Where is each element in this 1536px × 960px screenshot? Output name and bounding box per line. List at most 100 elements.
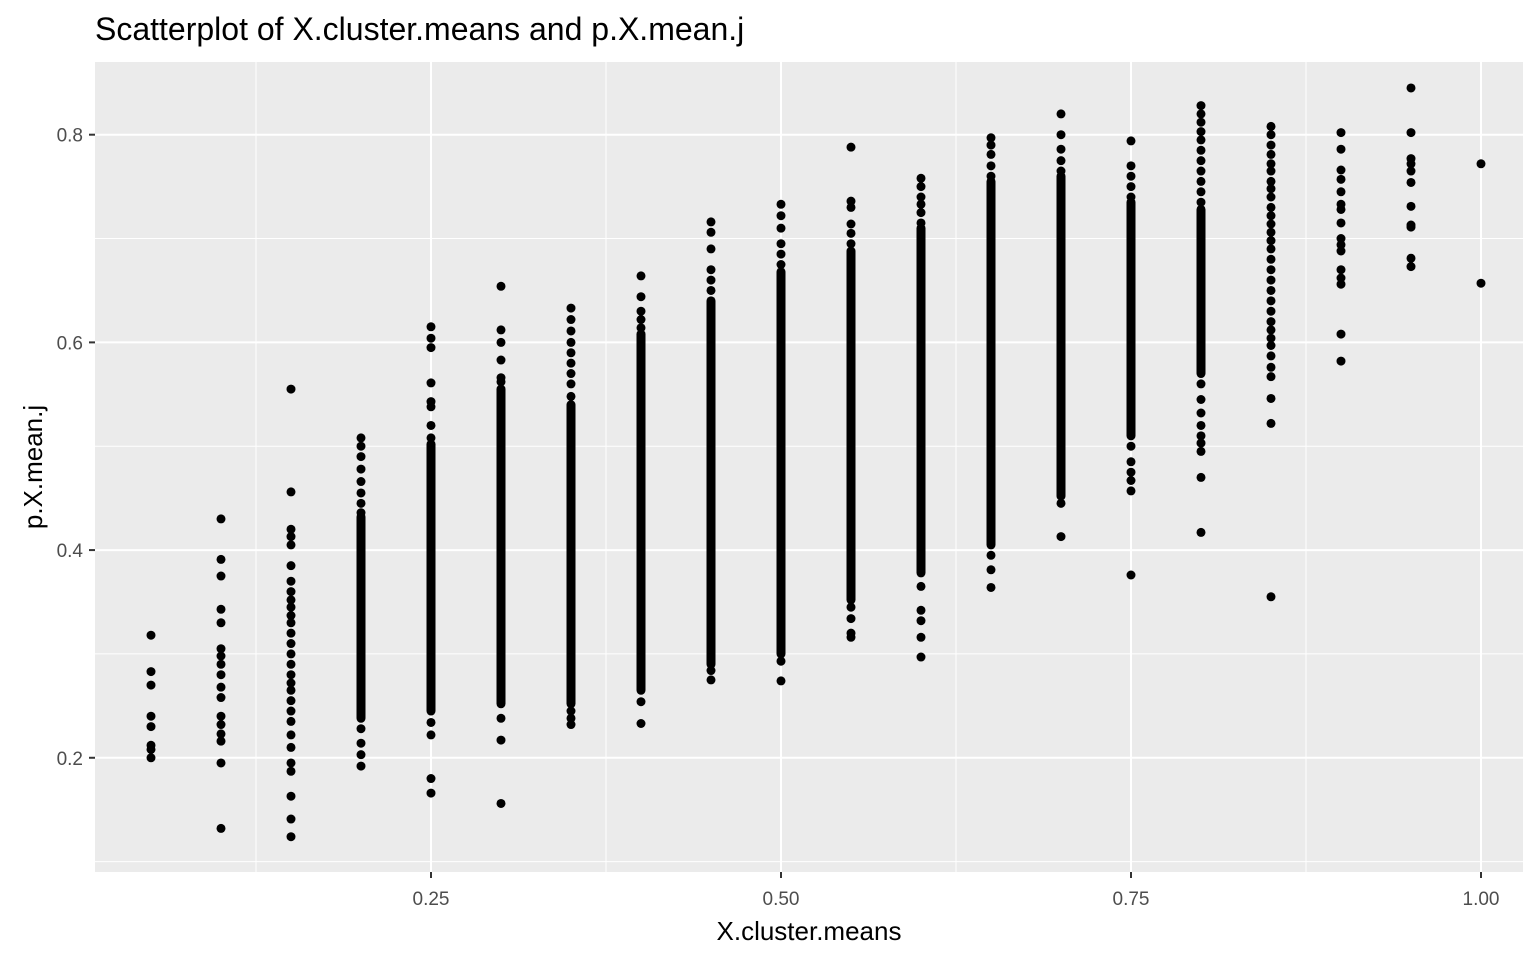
data-point	[1126, 570, 1136, 580]
data-point	[1336, 246, 1346, 256]
data-points	[146, 83, 1486, 842]
data-point	[426, 343, 436, 353]
data-point	[356, 498, 366, 508]
data-point	[1336, 240, 1346, 250]
data-point	[706, 265, 716, 275]
data-point	[1336, 279, 1346, 289]
data-point	[216, 618, 226, 628]
data-point	[286, 540, 296, 550]
data-point	[1266, 306, 1276, 316]
grid-minor	[95, 62, 1523, 872]
data-point	[916, 182, 926, 192]
data-point	[1196, 431, 1206, 441]
data-point	[286, 670, 296, 680]
data-point	[1266, 149, 1276, 159]
data-point	[636, 697, 646, 707]
data-point	[426, 433, 436, 443]
point-cluster	[1126, 197, 1136, 441]
y-tick-label: 0.6	[57, 333, 83, 354]
data-point	[216, 729, 226, 739]
data-point	[1196, 420, 1206, 430]
data-point	[216, 758, 226, 768]
data-point	[1056, 532, 1066, 542]
data-point	[1266, 418, 1276, 428]
data-point	[146, 722, 156, 732]
data-point	[1266, 592, 1276, 602]
data-point	[286, 561, 296, 571]
point-cluster	[496, 384, 506, 709]
data-point	[1126, 161, 1136, 171]
data-point	[1196, 379, 1206, 389]
data-point	[356, 441, 366, 451]
data-point	[1266, 372, 1276, 382]
data-point	[1406, 159, 1416, 169]
y-tick-label: 0.2	[57, 749, 83, 770]
point-cluster	[566, 400, 576, 709]
data-point	[1126, 136, 1136, 146]
data-point	[776, 656, 786, 666]
data-point	[1336, 356, 1346, 366]
data-point	[1126, 457, 1136, 467]
data-point	[1196, 187, 1206, 197]
data-point	[1266, 317, 1276, 327]
data-point	[216, 682, 226, 692]
data-point	[1266, 176, 1276, 186]
data-point	[286, 611, 296, 620]
data-point	[916, 199, 926, 209]
data-point	[1476, 159, 1486, 169]
data-point	[846, 219, 856, 229]
x-tick-label: 0.75	[1113, 889, 1150, 910]
data-point	[846, 202, 856, 212]
data-point	[356, 433, 366, 443]
data-point	[216, 651, 226, 661]
data-point	[286, 706, 296, 716]
data-point	[1266, 219, 1276, 229]
data-point	[1196, 135, 1206, 145]
data-point	[1056, 166, 1066, 176]
data-point	[216, 554, 226, 564]
data-point	[286, 602, 296, 612]
data-point	[496, 798, 506, 808]
data-point	[146, 711, 156, 721]
data-point	[846, 614, 856, 624]
point-cluster	[1056, 171, 1066, 501]
data-point	[566, 379, 576, 389]
data-point	[776, 249, 786, 259]
data-point	[1196, 408, 1206, 418]
data-point	[426, 788, 436, 798]
data-point	[1266, 211, 1276, 221]
data-point	[706, 217, 716, 227]
data-point	[216, 514, 226, 524]
data-point	[1196, 176, 1206, 186]
data-point	[1196, 101, 1206, 111]
data-point	[1126, 192, 1136, 202]
data-point	[1406, 83, 1416, 93]
data-point	[1266, 159, 1276, 169]
data-point	[216, 659, 226, 669]
data-point	[916, 218, 926, 228]
data-point	[1056, 109, 1066, 119]
data-point	[146, 744, 156, 754]
chart-title: Scatterplot of X.cluster.means and p.X.m…	[95, 11, 744, 47]
data-point	[1336, 204, 1346, 214]
data-point	[1336, 265, 1346, 275]
point-cluster	[776, 267, 786, 659]
data-point	[986, 149, 996, 159]
data-point	[426, 333, 436, 343]
data-point	[1266, 140, 1276, 150]
data-point	[1196, 109, 1206, 119]
data-point	[1056, 498, 1066, 508]
data-point	[356, 477, 366, 487]
x-tick-label: 1.00	[1463, 889, 1500, 910]
data-point	[916, 605, 926, 615]
data-point	[1056, 144, 1066, 154]
data-point	[566, 720, 576, 730]
data-point	[356, 761, 366, 771]
data-point	[636, 306, 646, 316]
data-point	[426, 322, 436, 332]
data-point	[286, 832, 296, 842]
data-point	[636, 719, 646, 728]
data-point	[286, 618, 296, 628]
data-point	[566, 369, 576, 379]
data-point	[706, 675, 716, 685]
